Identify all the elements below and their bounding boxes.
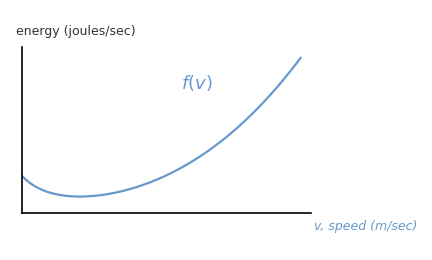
Text: energy (joules/sec): energy (joules/sec) (16, 25, 136, 38)
Text: v, speed (m/sec): v, speed (m/sec) (314, 220, 417, 233)
Text: $f(v)$: $f(v)$ (181, 73, 212, 93)
